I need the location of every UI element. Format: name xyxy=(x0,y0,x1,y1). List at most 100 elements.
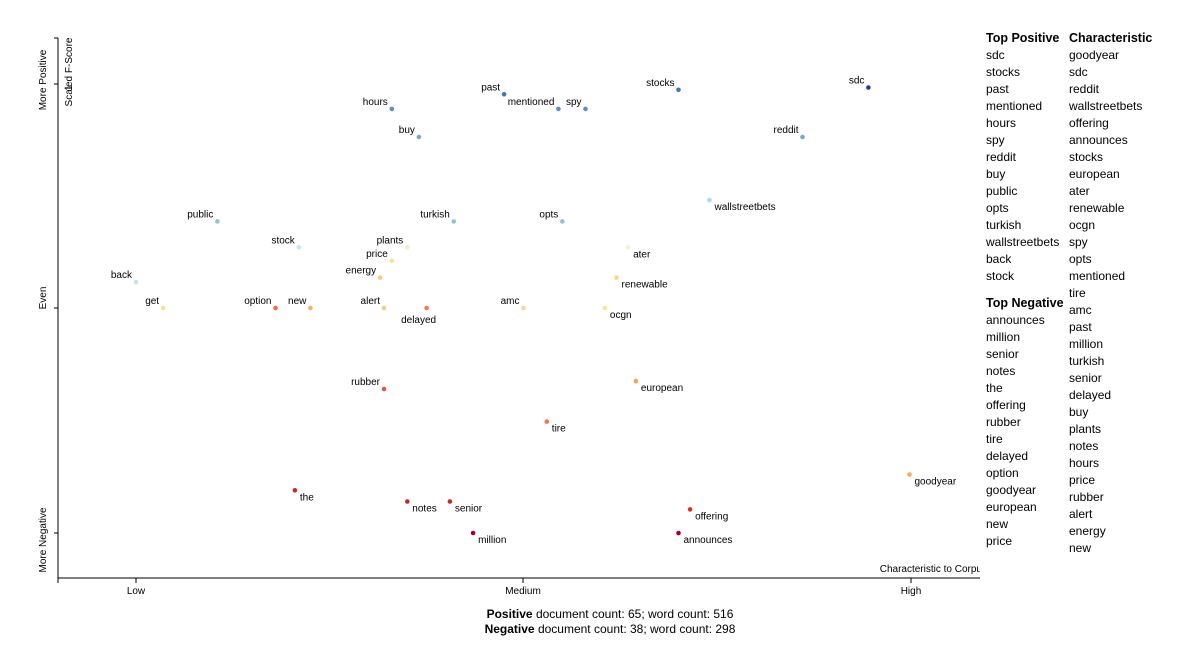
point-price[interactable] xyxy=(389,258,395,264)
point-notes[interactable] xyxy=(405,499,410,504)
point-turkish[interactable] xyxy=(451,219,457,224)
characteristic-item[interactable]: offering xyxy=(1069,116,1109,130)
top-positive-item[interactable]: reddit xyxy=(986,150,1017,164)
point-stock[interactable] xyxy=(296,245,302,250)
top-positive-item[interactable]: stocks xyxy=(986,65,1021,79)
point-reddit[interactable] xyxy=(800,134,805,140)
point-back[interactable] xyxy=(133,279,139,285)
characteristic-item[interactable]: ater xyxy=(1069,184,1090,198)
characteristic-item[interactable]: wallstreetbets xyxy=(1069,99,1143,113)
point-opts[interactable] xyxy=(560,219,565,224)
top-negative-item[interactable]: the xyxy=(986,381,1003,395)
top-negative-item[interactable]: delayed xyxy=(986,449,1029,463)
characteristic-item[interactable]: rubber xyxy=(1069,490,1104,504)
characteristic-item[interactable]: reddit xyxy=(1069,82,1100,96)
top-negative-item[interactable]: notes xyxy=(986,364,1016,378)
point-alert[interactable] xyxy=(381,305,387,311)
characteristic-item[interactable]: opts xyxy=(1069,252,1092,266)
point-mentioned[interactable] xyxy=(556,106,561,112)
characteristic-item[interactable]: buy xyxy=(1069,405,1089,419)
point-sdc[interactable] xyxy=(866,85,871,90)
top-positive-item[interactable]: mentioned xyxy=(986,99,1043,113)
characteristic-item[interactable]: european xyxy=(1069,167,1120,181)
point-the[interactable] xyxy=(292,488,298,493)
characteristic-item[interactable]: senior xyxy=(1069,371,1102,385)
point-senior[interactable] xyxy=(447,499,453,504)
characteristic-item[interactable]: announces xyxy=(1069,133,1128,147)
point-past[interactable] xyxy=(501,92,507,97)
top-negative-item[interactable]: european xyxy=(986,500,1037,514)
point-get[interactable] xyxy=(160,305,166,311)
top-positive-item[interactable]: stock xyxy=(986,269,1015,283)
top-positive-item[interactable]: public xyxy=(986,184,1018,198)
point-ater[interactable] xyxy=(625,245,631,250)
point-spy[interactable] xyxy=(583,106,588,112)
point-goodyear[interactable] xyxy=(907,472,912,477)
point-wallstreetbets[interactable] xyxy=(707,197,712,203)
characteristic-item[interactable]: energy xyxy=(1069,524,1106,538)
characteristic-item[interactable]: sdc xyxy=(1069,65,1088,79)
characteristic-item[interactable]: tire xyxy=(1069,286,1086,300)
point-european[interactable] xyxy=(633,378,639,384)
point-stocks[interactable] xyxy=(676,87,681,93)
top-negative-item[interactable]: option xyxy=(986,466,1019,480)
characteristic-item[interactable]: past xyxy=(1069,320,1092,334)
positive-label: Positive xyxy=(486,607,533,621)
point-new[interactable] xyxy=(308,305,313,311)
top-positive-item[interactable]: wallstreetbets xyxy=(986,235,1060,249)
characteristic-item[interactable]: stocks xyxy=(1069,150,1104,164)
characteristic-item[interactable]: million xyxy=(1069,337,1104,351)
characteristic-item[interactable]: price xyxy=(1069,473,1096,487)
top-negative-item[interactable]: offering xyxy=(986,398,1026,412)
point-label-delayed: delayed xyxy=(401,315,436,326)
top-negative-item[interactable]: announces xyxy=(986,313,1045,327)
top-negative-item[interactable]: goodyear xyxy=(986,483,1037,497)
characteristic-title: Characteristic xyxy=(1069,31,1153,45)
point-ocgn[interactable] xyxy=(602,305,608,311)
top-positive-item[interactable]: buy xyxy=(986,167,1006,181)
point-delayed[interactable] xyxy=(424,305,429,311)
characteristic-item[interactable]: ocgn xyxy=(1069,218,1096,232)
point-energy[interactable] xyxy=(377,275,383,280)
point-million[interactable] xyxy=(470,530,476,536)
characteristic-item[interactable]: spy xyxy=(1069,235,1088,249)
point-offering[interactable] xyxy=(687,507,693,512)
characteristic-item[interactable]: mentioned xyxy=(1069,269,1126,283)
point-renewable[interactable] xyxy=(614,275,619,280)
top-negative-item[interactable]: price xyxy=(986,534,1013,548)
top-negative-item[interactable]: tire xyxy=(986,432,1003,446)
point-option[interactable] xyxy=(273,305,278,311)
top-positive-item[interactable]: opts xyxy=(986,201,1009,215)
top-negative-item[interactable]: million xyxy=(986,330,1021,344)
characteristic-item[interactable]: new xyxy=(1069,541,1092,555)
top-negative-item[interactable]: senior xyxy=(986,347,1019,361)
top-positive-item[interactable]: spy xyxy=(986,133,1005,147)
point-amc[interactable] xyxy=(521,305,526,311)
characteristic-item[interactable]: turkish xyxy=(1069,354,1105,368)
point-label-opts: opts xyxy=(539,209,558,220)
point-tire[interactable] xyxy=(544,419,550,424)
characteristic-item[interactable]: goodyear xyxy=(1069,48,1120,62)
characteristic-item[interactable]: plants xyxy=(1069,422,1102,436)
top-positive-item[interactable]: sdc xyxy=(986,48,1005,62)
characteristic-item[interactable]: renewable xyxy=(1069,201,1125,215)
point-hours[interactable] xyxy=(389,106,395,112)
characteristic-item[interactable]: alert xyxy=(1069,507,1093,521)
point-plants[interactable] xyxy=(405,245,410,250)
characteristic-item[interactable]: hours xyxy=(1069,456,1100,470)
characteristic-item[interactable]: notes xyxy=(1069,439,1099,453)
characteristic-item[interactable]: amc xyxy=(1069,303,1092,317)
point-public[interactable] xyxy=(215,219,220,224)
top-positive-item[interactable]: turkish xyxy=(986,218,1022,232)
top-negative-item[interactable]: rubber xyxy=(986,415,1021,429)
characteristic-item[interactable]: delayed xyxy=(1069,388,1112,402)
top-positive-item[interactable]: back xyxy=(986,252,1012,266)
point-buy[interactable] xyxy=(416,134,422,140)
point-rubber[interactable] xyxy=(381,386,387,392)
top-negative-item[interactable]: new xyxy=(986,517,1009,531)
y-label-more-negative: More Negative xyxy=(38,507,49,572)
top-positive-item[interactable]: hours xyxy=(986,116,1017,130)
y-label-more-positive: More Positive xyxy=(38,49,49,110)
top-positive-item[interactable]: past xyxy=(986,82,1009,96)
point-announces[interactable] xyxy=(676,530,681,536)
